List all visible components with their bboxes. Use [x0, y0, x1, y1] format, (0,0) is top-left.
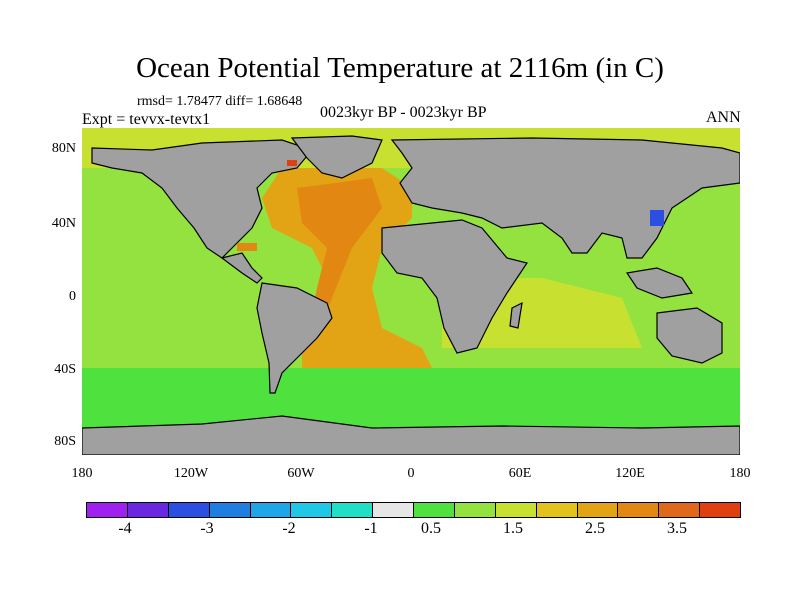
- lat-tick-label: 80S: [54, 434, 76, 449]
- colorbar-box: [290, 502, 333, 518]
- colorbar-label: -2: [282, 520, 296, 537]
- colorbar-box: [249, 502, 292, 518]
- lat-tick-label: 40S: [54, 362, 76, 377]
- lon-tick-label: 180: [71, 466, 93, 481]
- period-label: 0023kyr BP - 0023kyr BP: [320, 104, 487, 121]
- colorbar-box: [617, 502, 660, 518]
- colorbar-box: [535, 502, 578, 518]
- lat-tick-label: 80N: [51, 141, 76, 156]
- season-label: ANN: [706, 109, 741, 126]
- north-america: [91, 139, 314, 259]
- lat-tick-label: 40N: [51, 216, 76, 231]
- madagascar: [509, 301, 523, 329]
- colorbar-label: 1.5: [503, 520, 523, 537]
- antarctica: [82, 415, 740, 455]
- colorbar-label: 2.5: [585, 520, 605, 537]
- colorbar: [86, 502, 741, 518]
- greenland: [290, 135, 383, 179]
- plot-title: Ocean Potential Temperature at 2116m (in…: [136, 52, 664, 84]
- colorbar-box: [208, 502, 251, 518]
- maritime-asia: [625, 267, 694, 299]
- lon-tick-label: 180: [729, 466, 751, 481]
- hot-spot-caribbean: [237, 243, 257, 251]
- colorbar-label: 0.5: [421, 520, 441, 537]
- experiment-label: Expt = tevvx-tevtx1: [82, 111, 211, 128]
- lon-tick-label: 0: [407, 466, 415, 481]
- colorbar-box: [86, 502, 128, 518]
- africa: [381, 219, 528, 354]
- colorbar-box: [413, 502, 455, 518]
- world-map: [82, 128, 740, 455]
- map-panel: [82, 128, 740, 455]
- hot-spot-arctic: [287, 160, 297, 166]
- colorbar-label: 3.5: [667, 520, 687, 537]
- colorbar-box: [658, 502, 701, 518]
- colorbar-box: [453, 502, 496, 518]
- land-masses: [82, 135, 740, 455]
- south-america: [256, 282, 333, 394]
- central-america: [220, 252, 263, 284]
- colorbar-box: [331, 502, 374, 518]
- colorbar-box: [699, 502, 741, 518]
- colorbar-label: -3: [200, 520, 214, 537]
- australia: [656, 307, 723, 364]
- colorbar-label: -4: [118, 520, 132, 537]
- stats-label: rmsd= 1.78477 diff= 1.68648: [137, 94, 303, 109]
- cold-spot-japan: [650, 210, 664, 226]
- colorbar-box: [576, 502, 619, 518]
- colorbar-box: [167, 502, 210, 518]
- lon-tick-label: 120E: [615, 466, 645, 481]
- lat-tick-label: 0: [69, 289, 76, 304]
- lon-tick-label: 60W: [287, 466, 315, 481]
- europe-asia: [390, 137, 740, 259]
- colorbar-box: [372, 502, 414, 518]
- atlantic-core-water: [297, 178, 382, 323]
- colorbar-label: -1: [364, 520, 378, 537]
- lon-tick-label: 120W: [173, 466, 209, 481]
- colorbar-box: [494, 502, 537, 518]
- colorbar-box: [126, 502, 169, 518]
- lon-tick-label: 60E: [508, 466, 532, 481]
